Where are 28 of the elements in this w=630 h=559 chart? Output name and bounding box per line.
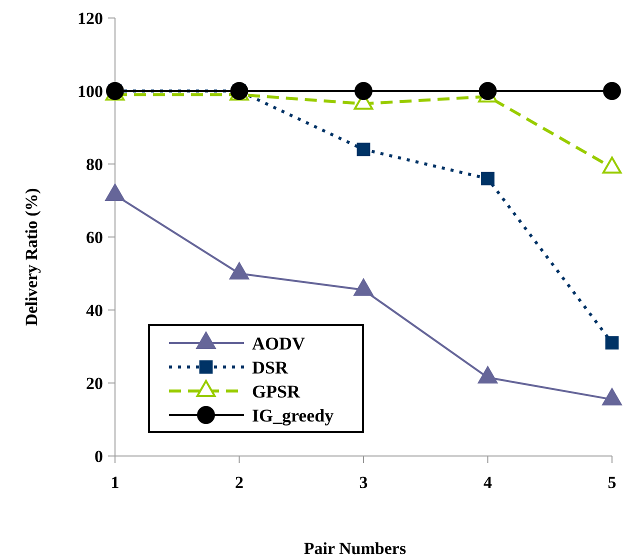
y-tick-label: 80 xyxy=(86,154,103,174)
x-tick-label: 5 xyxy=(608,473,616,492)
y-tick-label: 120 xyxy=(78,8,103,28)
point xyxy=(354,278,374,296)
y-tick-label: 40 xyxy=(86,300,103,320)
y-tick-label: 20 xyxy=(86,374,103,393)
x-axis-title: Pair Numbers xyxy=(304,539,406,558)
x-tick-label: 1 xyxy=(110,473,120,492)
point xyxy=(603,82,621,100)
point xyxy=(105,184,125,202)
point xyxy=(356,142,370,156)
point xyxy=(354,82,372,100)
x-tick-label: 2 xyxy=(235,473,244,492)
y-tick-label: 0 xyxy=(94,446,103,466)
legend-label: GPSR xyxy=(252,381,302,402)
point xyxy=(478,366,498,384)
legend-label: AODV xyxy=(252,333,305,354)
x-tick-label: 3 xyxy=(359,473,368,492)
y-tick-label: 100 xyxy=(78,82,103,101)
point xyxy=(481,172,494,186)
point xyxy=(478,82,497,100)
point xyxy=(230,262,249,280)
legend-label: IG_greedy xyxy=(252,405,334,426)
point xyxy=(602,388,622,406)
y-axis-title: Delivery Ratio (%) xyxy=(22,188,41,326)
legend-label: DSR xyxy=(252,357,290,378)
y-tick-label: 60 xyxy=(86,228,103,247)
x-tick-label: 4 xyxy=(484,473,492,492)
